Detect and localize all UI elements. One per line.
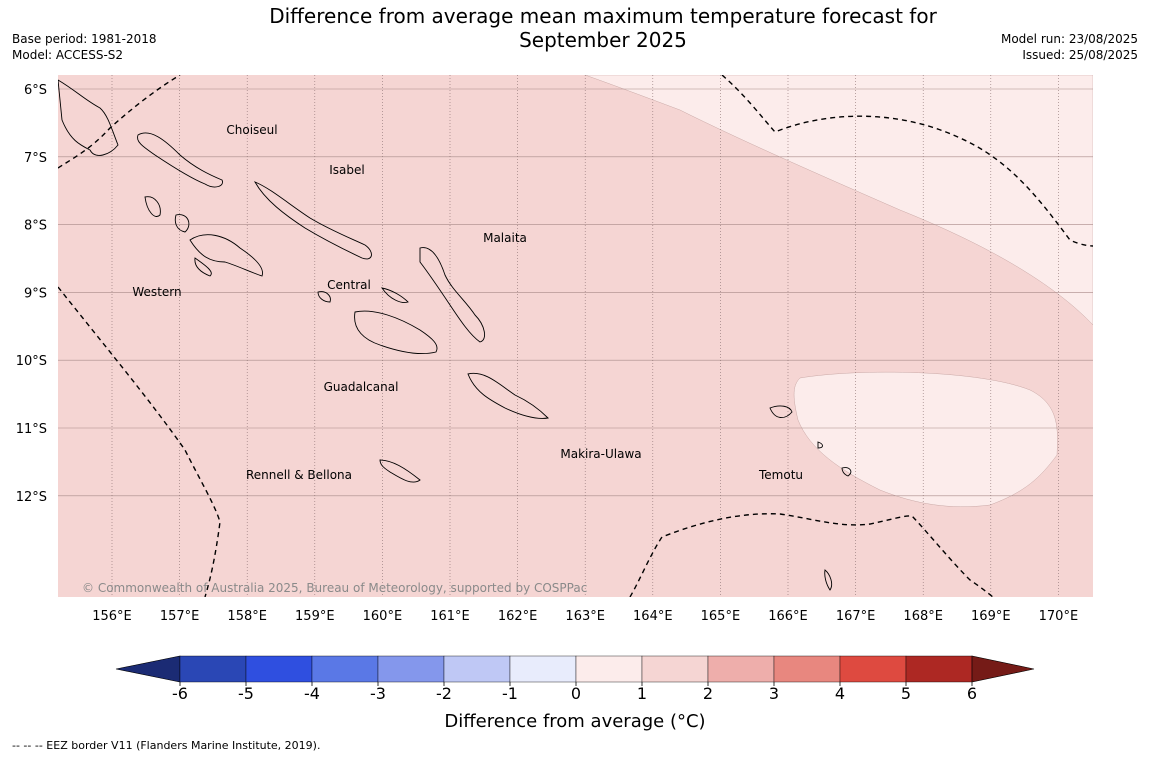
- colorbar-extend-high: [971, 655, 1035, 683]
- eez-line-nw: [58, 75, 181, 169]
- isabel-coast: [253, 181, 372, 260]
- colorbar-extend-low: [115, 655, 181, 683]
- rennell-coast: [379, 459, 421, 483]
- temotu-coast: [769, 405, 852, 591]
- label-choiseul: Choiseul: [226, 123, 277, 137]
- colorbar-bin: [839, 655, 907, 683]
- colorbar: -6 -5 -4 -3 -2 -1 0 1 2 3 4 5 6: [115, 655, 1035, 703]
- anomaly-0-1-region-temotu: [793, 371, 1058, 507]
- lon-label: 156°E: [92, 609, 132, 624]
- guadalcanal-coast: [354, 310, 438, 355]
- makira-coast: [467, 372, 549, 419]
- anomaly-0-1-region-ne: [584, 75, 1093, 326]
- colorbar-tick-label: -3: [370, 684, 386, 703]
- eez-borders: [58, 75, 1093, 597]
- longitude-labels: 156°E 157°E 158°E 159°E 160°E 161°E 162°E 163°E…: [92, 609, 1078, 624]
- colorbar-tick-label: -4: [304, 684, 320, 703]
- lon-label: 166°E: [768, 609, 808, 624]
- colorbar-tick-label: -5: [238, 684, 254, 703]
- chart-title: Difference from average mean maximum tem…: [200, 4, 1006, 52]
- colorbar-tick-label: -2: [436, 684, 452, 703]
- lon-label: 161°E: [430, 609, 470, 624]
- colorbar-bin: [773, 655, 841, 683]
- colorbar-bin: [509, 655, 577, 683]
- label-malaita: Malaita: [483, 231, 527, 245]
- lon-label: 158°E: [227, 609, 267, 624]
- colorbar-tick-label: 6: [967, 684, 977, 703]
- colorbar-tick-label: 5: [901, 684, 911, 703]
- colorbar-bin: [707, 655, 775, 683]
- choiseul-coast: [137, 132, 223, 188]
- colorbar-tick-label: 3: [769, 684, 779, 703]
- colorbar-label: Difference from average (°C): [0, 711, 1150, 732]
- lon-label: 169°E: [971, 609, 1011, 624]
- new-georgia-coast: [144, 196, 263, 277]
- colorbar-bin: [377, 655, 445, 683]
- label-isabel: Isabel: [329, 163, 364, 177]
- nggela-coast: [317, 287, 409, 303]
- lat-label: 7°S: [24, 151, 47, 166]
- lon-label: 167°E: [836, 609, 876, 624]
- colorbar-tick-label: -6: [172, 684, 188, 703]
- colorbar-tick-label: 0: [571, 684, 581, 703]
- title-line-2: September 2025: [519, 28, 687, 52]
- colorbar-tick-label: -1: [502, 684, 518, 703]
- lon-label: 159°E: [295, 609, 335, 624]
- label-western: Western: [132, 285, 181, 299]
- colorbar-tick-label: 4: [835, 684, 845, 703]
- lat-label: 9°S: [24, 286, 47, 301]
- title-line-1: Difference from average mean maximum tem…: [269, 4, 937, 28]
- label-rennell-bellona: Rennell & Bellona: [246, 468, 352, 482]
- lon-label: 164°E: [633, 609, 673, 624]
- lat-label: 10°S: [16, 354, 47, 369]
- coastlines: [58, 79, 852, 591]
- lat-label: 6°S: [24, 83, 47, 98]
- lon-label: 160°E: [363, 609, 403, 624]
- lon-label: 165°E: [701, 609, 741, 624]
- map-area: Choiseul Isabel Malaita Western Central …: [58, 75, 1093, 597]
- colorbar-bin: [443, 655, 511, 683]
- meta-right: Model run: 23/08/2025 Issued: 25/08/2025: [1001, 31, 1138, 63]
- lat-label: 8°S: [24, 219, 47, 234]
- colorbar-tick-label: 2: [703, 684, 713, 703]
- model-name: Model: ACCESS-S2: [12, 48, 124, 62]
- colorbar-bin: [641, 655, 709, 683]
- lon-label: 157°E: [160, 609, 200, 624]
- label-makira-ulawa: Makira-Ulawa: [560, 447, 641, 461]
- lon-label: 163°E: [565, 609, 605, 624]
- colorbar-bin: [575, 655, 643, 683]
- base-period: Base period: 1981-2018: [12, 32, 157, 46]
- colorbar-bin: [905, 655, 973, 683]
- label-temotu: Temotu: [758, 468, 803, 482]
- model-run: Model run: 23/08/2025: [1000, 32, 1138, 46]
- eez-line-northeast: [721, 75, 1093, 247]
- lon-label: 170°E: [1039, 609, 1079, 624]
- graticule: [58, 75, 1093, 597]
- eez-footnote: -- -- -- EEZ border V11 (Flanders Marine…: [12, 739, 321, 752]
- colorbar-label-text: Difference from average (: [444, 711, 677, 732]
- lon-label: 168°E: [903, 609, 943, 624]
- colorbar-bin: [245, 655, 313, 683]
- colorbar-bin: [179, 655, 247, 683]
- label-guadalcanal: Guadalcanal: [324, 380, 399, 394]
- label-central: Central: [327, 278, 371, 292]
- meta-left: Base period: 1981-2018 Model: ACCESS-S2: [12, 31, 157, 63]
- province-labels: Choiseul Isabel Malaita Western Central …: [132, 123, 803, 482]
- latitude-labels: 6°S 7°S 8°S 9°S 10°S 11°S 12°S: [16, 83, 47, 505]
- issued-date: Issued: 25/08/2025: [1022, 48, 1138, 62]
- bougainville-coast: [58, 79, 119, 156]
- lat-label: 11°S: [16, 422, 47, 437]
- copyright-watermark: © Commonwealth of Australia 2025, Bureau…: [82, 581, 587, 595]
- colorbar-tick-label: 1: [637, 684, 647, 703]
- colorbar-label-unit: °C): [676, 711, 706, 732]
- colorbar-bin: [311, 655, 379, 683]
- malaita-coast: [419, 247, 486, 343]
- lon-label: 162°E: [498, 609, 538, 624]
- eez-line-west: [58, 286, 221, 597]
- lat-label: 12°S: [16, 490, 47, 505]
